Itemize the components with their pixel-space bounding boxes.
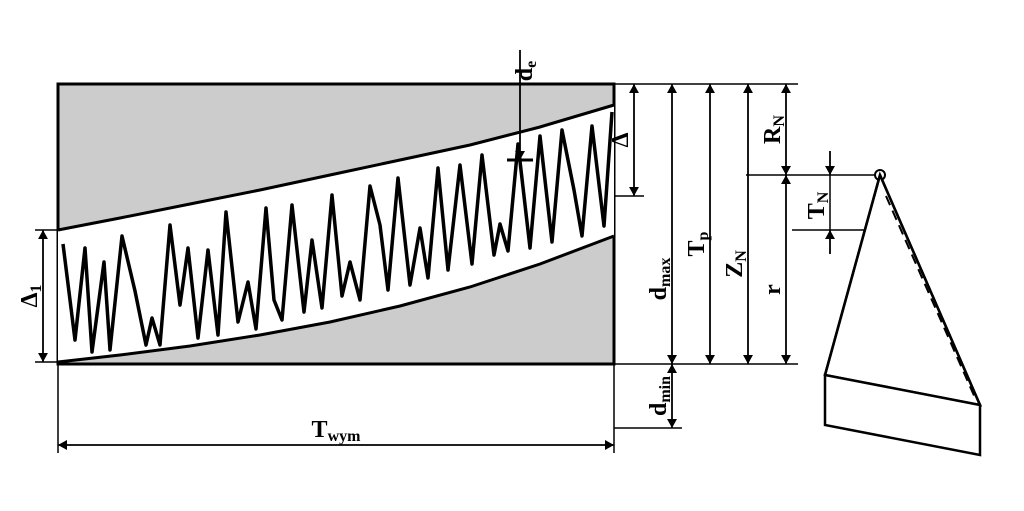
svg-text:Δ: Δ xyxy=(608,132,634,147)
svg-text:r: r xyxy=(760,284,786,295)
